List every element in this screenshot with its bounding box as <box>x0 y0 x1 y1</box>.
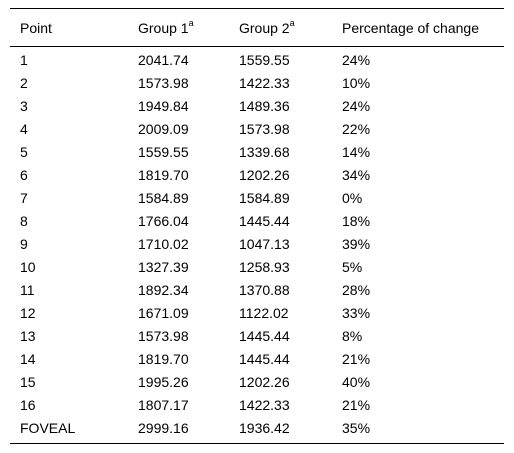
cell-group-1: 1559.55 <box>138 144 189 160</box>
cell-group-2: 1202.26 <box>239 374 290 390</box>
cell-group-1: 1949.84 <box>138 98 189 114</box>
cell-group-1: 1807.17 <box>138 397 189 413</box>
cell-percentage-change: 10% <box>342 75 371 91</box>
header-percentage-change: Percentage of change <box>332 8 504 47</box>
data-table-container: Point Group 1a Group 2a Percentage of ch… <box>10 8 504 444</box>
table-row: 5 1559.55 1339.68 14% <box>10 141 504 164</box>
cell-group-1: 1584.89 <box>138 190 189 206</box>
cell-group-1: 1671.09 <box>138 305 189 321</box>
cell-group-2: 1370.88 <box>239 282 290 298</box>
header-group-1: Group 1a <box>128 8 229 47</box>
cell-percentage-change: 14% <box>342 144 371 160</box>
cell-percentage-change: 22% <box>342 121 371 137</box>
cell-group-1: 1819.70 <box>138 167 189 183</box>
cell-point: 14 <box>20 351 36 367</box>
cell-percentage-change: 21% <box>342 397 371 413</box>
table-row: 14 1819.70 1445.44 21% <box>10 348 504 371</box>
cell-group-2: 1445.44 <box>239 328 290 344</box>
cell-point: 11 <box>20 282 35 298</box>
cell-percentage-change: 24% <box>342 98 371 114</box>
cell-point: 4 <box>20 121 28 137</box>
cell-percentage-change: 5% <box>342 259 363 275</box>
table-row: 15 1995.26 1202.26 40% <box>10 371 504 394</box>
cell-group-1: 1573.98 <box>138 75 189 91</box>
header-point: Point <box>10 8 128 47</box>
cell-percentage-change: 24% <box>342 52 371 68</box>
cell-group-2: 1422.33 <box>239 75 290 91</box>
cell-point: 9 <box>20 236 28 252</box>
cell-group-1: 1327.39 <box>138 259 189 275</box>
cell-group-2: 1422.33 <box>239 397 290 413</box>
cell-group-1: 1573.98 <box>138 328 189 344</box>
cell-percentage-change: 34% <box>342 167 371 183</box>
table-row: 10 1327.39 1258.93 5% <box>10 256 504 279</box>
table-row: 6 1819.70 1202.26 34% <box>10 164 504 187</box>
cell-point: 1 <box>20 52 28 68</box>
table-row: 4 2009.09 1573.98 22% <box>10 118 504 141</box>
cell-point: 15 <box>20 374 36 390</box>
cell-percentage-change: 18% <box>342 213 371 229</box>
cell-group-1: 2999.16 <box>128 417 229 444</box>
table-row: 1 2041.74 1559.55 24% <box>10 47 504 73</box>
cell-group-2: 1489.36 <box>239 98 290 114</box>
cell-percentage-change: 35% <box>332 417 504 444</box>
table-row: 2 1573.98 1422.33 10% <box>10 72 504 95</box>
cell-point: 7 <box>20 190 28 206</box>
cell-point: 3 <box>20 98 28 114</box>
cell-group-2: 1584.89 <box>239 190 290 206</box>
cell-group-2: 1559.55 <box>239 52 290 68</box>
header-row: Point Group 1a Group 2a Percentage of ch… <box>10 8 504 47</box>
table-row: 9 1710.02 1047.13 39% <box>10 233 504 256</box>
table-row: 13 1573.98 1445.44 8% <box>10 325 504 348</box>
data-table: Point Group 1a Group 2a Percentage of ch… <box>10 8 504 444</box>
cell-point: 2 <box>20 75 28 91</box>
cell-point: FOVEAL <box>10 417 128 444</box>
cell-group-2: 1573.98 <box>239 121 290 137</box>
cell-percentage-change: 39% <box>342 236 371 252</box>
header-group-2: Group 2a <box>229 8 332 47</box>
cell-group-1: 1892.34 <box>138 282 189 298</box>
cell-percentage-change: 0% <box>342 190 363 206</box>
table-row: 12 1671.09 1122.02 33% <box>10 302 504 325</box>
cell-percentage-change: 28% <box>342 282 371 298</box>
table-row: 16 1807.17 1422.33 21% <box>10 394 504 417</box>
cell-percentage-change: 21% <box>342 351 371 367</box>
cell-point: 13 <box>20 328 36 344</box>
table-row: 11 1892.34 1370.88 28% <box>10 279 504 302</box>
cell-point: 12 <box>20 305 36 321</box>
cell-percentage-change: 40% <box>342 374 371 390</box>
table-header: Point Group 1a Group 2a Percentage of ch… <box>10 8 504 47</box>
cell-point: 16 <box>20 397 36 413</box>
table-body: 1 2041.74 1559.55 24% 2 1573.98 1422.33 10% 3 194… <box>10 47 504 444</box>
cell-group-2: 1047.13 <box>239 236 290 252</box>
cell-group-1: 1710.02 <box>138 236 189 252</box>
cell-group-2: 1936.42 <box>229 417 332 444</box>
cell-group-1: 1819.70 <box>138 351 189 367</box>
cell-group-2: 1445.44 <box>239 351 290 367</box>
cell-group-2: 1122.02 <box>239 305 289 321</box>
cell-group-1: 1766.04 <box>138 213 189 229</box>
cell-group-2: 1445.44 <box>239 213 290 229</box>
cell-point: 5 <box>20 144 28 160</box>
cell-group-1: 2009.09 <box>138 121 189 137</box>
cell-group-1: 2041.74 <box>138 52 189 68</box>
table-row: 3 1949.84 1489.36 24% <box>10 95 504 118</box>
cell-percentage-change: 33% <box>342 305 371 321</box>
cell-percentage-change: 8% <box>342 328 363 344</box>
cell-group-2: 1202.26 <box>239 167 290 183</box>
table-row: FOVEAL 2999.16 1936.42 35% <box>10 417 504 444</box>
cell-point: 10 <box>20 259 36 275</box>
cell-group-2: 1258.93 <box>239 259 290 275</box>
table-row: 7 1584.89 1584.89 0% <box>10 187 504 210</box>
cell-group-1: 1995.26 <box>138 374 189 390</box>
cell-point: 6 <box>20 167 28 183</box>
cell-point: 8 <box>20 213 28 229</box>
cell-group-2: 1339.68 <box>239 144 290 160</box>
table-row: 8 1766.04 1445.44 18% <box>10 210 504 233</box>
